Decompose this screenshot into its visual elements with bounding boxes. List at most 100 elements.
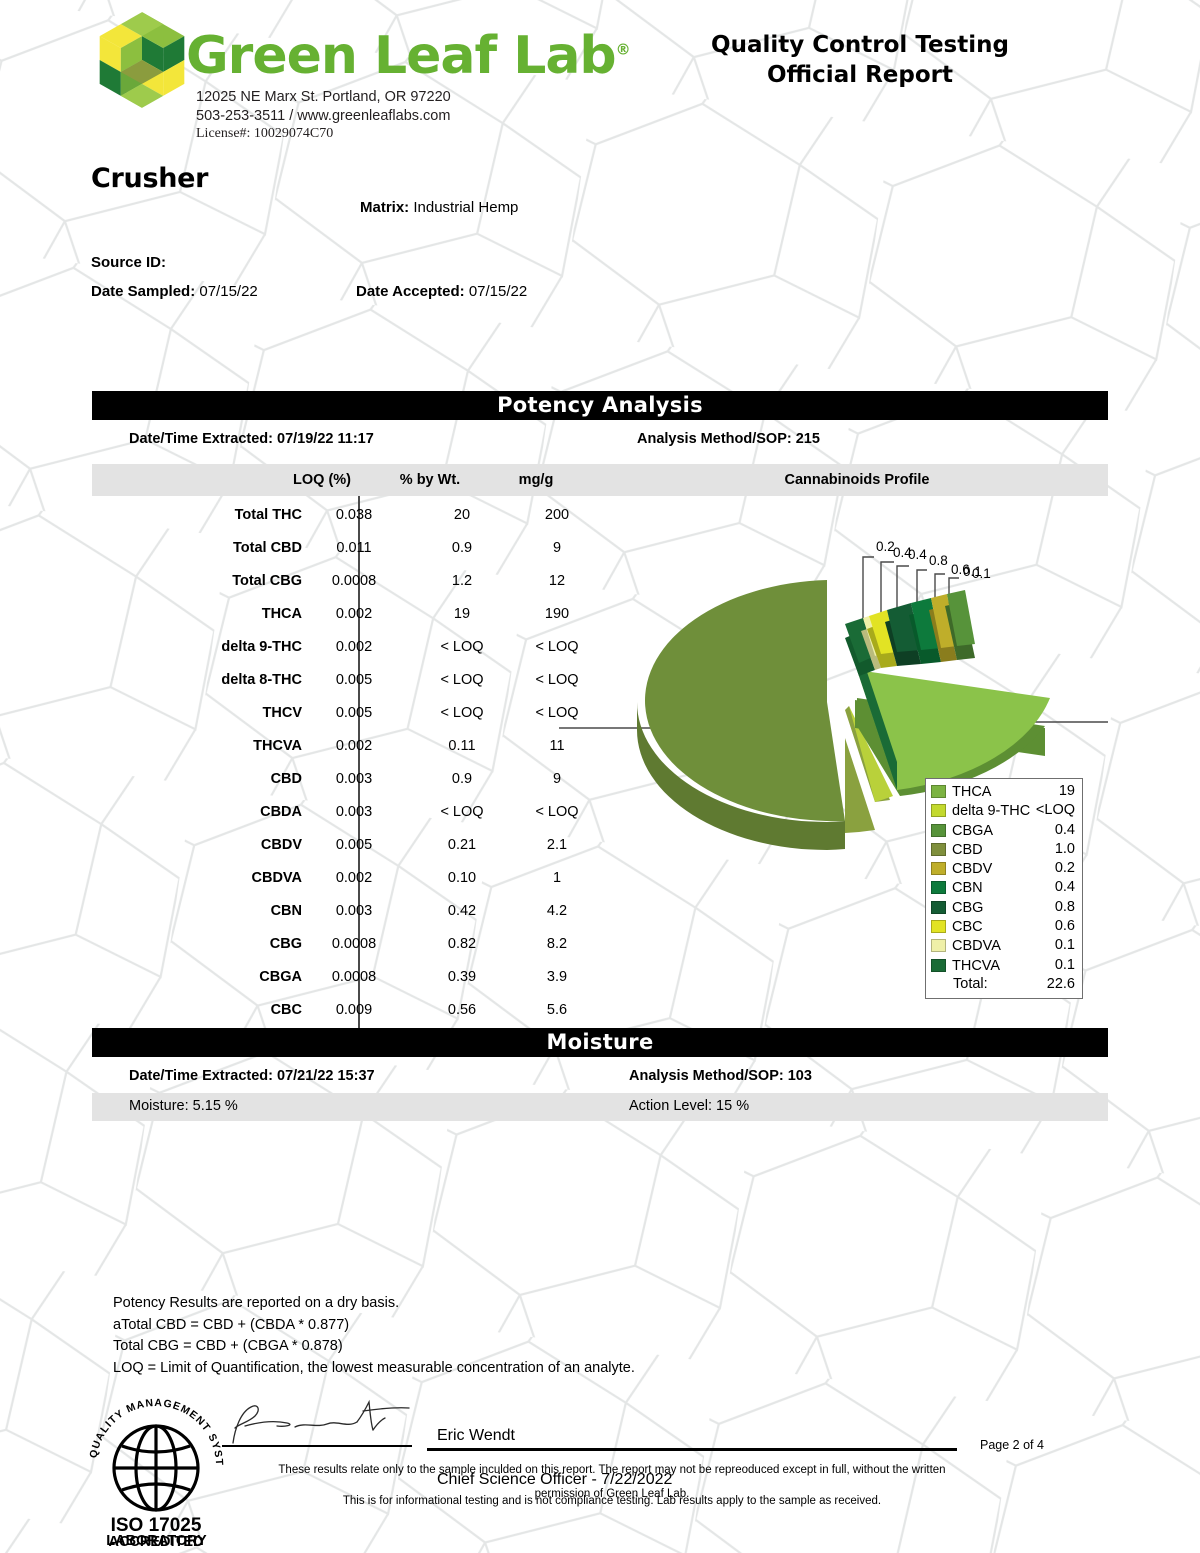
analyte-pct: 0.56 (447, 1002, 477, 1018)
potency-column-header-row: LOQ (%) % by Wt. mg/g Cannabinoids Profi… (92, 464, 1108, 496)
column-header-loq: LOQ (%) (293, 472, 351, 488)
matrix-value: Industrial Hemp (413, 199, 519, 216)
legend-item: THCVA 0.1 (931, 957, 1077, 976)
matrix-field: Matrix: Industrial Hemp (360, 199, 518, 216)
table-row: CBDA 0.003 < LOQ < LOQ (92, 797, 578, 830)
analyte-name: THCA (261, 606, 302, 622)
moisture-value: Moisture: 5.15 % (129, 1098, 238, 1114)
pie-callout-6: 0.1 (972, 566, 991, 581)
analyte-pct: 19 (453, 606, 471, 622)
legend-label: THCA (952, 784, 992, 800)
lab-phone-web: 503-253-3511 / www.greenleaflabs.com (196, 107, 451, 124)
analyte-pct: 0.11 (448, 738, 476, 754)
legend-item: CBGA 0.4 (931, 822, 1077, 841)
potency-method-field: Analysis Method/SOP: 215 (637, 431, 820, 447)
legend-label: THCVA (952, 957, 1001, 974)
legend-total-value: 22.6 (1046, 975, 1075, 992)
analyte-name: CBDA (260, 804, 302, 820)
potency-method-value: 215 (795, 431, 820, 447)
table-row: THCA 0.002 19 190 (92, 599, 569, 632)
pie-callout-3: 0.8 (929, 553, 948, 568)
legend-swatch-icon (931, 842, 946, 856)
potency-extracted-label: Date/Time Extracted: (129, 431, 273, 447)
column-header-pct: % by Wt. (399, 472, 461, 488)
moisture-method-field: Analysis Method/SOP: 103 (629, 1068, 812, 1084)
column-header-profile: Cannabinoids Profile (784, 472, 930, 488)
legend-label: CBDV (952, 861, 993, 878)
analyte-name: Total CBD (232, 540, 302, 556)
table-row: delta 9-THC 0.002 < LOQ < LOQ (92, 632, 578, 665)
analyte-loq: 0.005 (335, 837, 373, 853)
date-sampled-field: Date Sampled: 07/15/22 (91, 283, 258, 300)
legend-value: 0.8 (1054, 898, 1075, 915)
pie-callout-2: 0.4 (908, 547, 927, 562)
analyte-pct: < LOQ (440, 672, 484, 688)
analyte-pct: 0.10 (447, 870, 477, 886)
iso-line3: LABORATORY (106, 1533, 207, 1549)
disclaimer-line1: These results relate only to the sample … (278, 1464, 909, 1476)
analyte-name: CBC (270, 1002, 302, 1018)
report-header: Green Leaf Lab® 12025 NE Marx St. Portla… (0, 0, 1200, 150)
analyte-name: CBGA (259, 969, 302, 985)
analyte-loq: 0.002 (335, 639, 373, 655)
potency-meta-row: Date/Time Extracted: 07/19/22 11:17 Anal… (92, 426, 1108, 454)
moisture-action-level: Action Level: 15 % (629, 1098, 750, 1114)
legend-label: CBC (952, 919, 983, 936)
legend-label: delta 9-THC (952, 803, 1031, 820)
date-accepted-field: Date Accepted: 07/15/22 (356, 283, 527, 300)
potency-results-table: Total THC 0.038 20 200 Total CBD 0.011 0.9 9 Tot… (92, 500, 578, 1028)
legend-label: CBN (952, 880, 983, 897)
legend-value: 0.2 (1054, 860, 1075, 877)
date-accepted-label: Date Accepted: (356, 283, 465, 300)
legend-swatch-icon (931, 862, 946, 876)
legend-item: THCA 19 (931, 783, 1077, 802)
potency-method-label: Analysis Method/SOP: (637, 431, 792, 447)
moisture-extracted-field: Date/Time Extracted: 07/21/22 15:37 (129, 1068, 375, 1084)
analyte-name: delta 8-THC (221, 672, 302, 688)
brand-wordmark: Green Leaf Lab® (186, 26, 631, 86)
page-number: Page 2 of 4 (980, 1438, 1044, 1452)
moisture-method-label: Analysis Method/SOP: (629, 1068, 784, 1084)
analyte-pct: 0.82 (447, 936, 477, 952)
legend-swatch-icon (931, 900, 946, 914)
analyte-pct: 1.2 (451, 573, 473, 589)
legend-value: 19 (1058, 783, 1075, 799)
green-leaf-lab-logo-icon (99, 12, 185, 108)
moisture-method-value: 103 (787, 1068, 812, 1084)
analyte-name: CBN (270, 903, 302, 919)
table-row: Total THC 0.038 20 200 (92, 500, 569, 533)
analyte-pct: 0.9 (451, 771, 473, 787)
legend-value: <LOQ (1035, 802, 1075, 819)
legend-value: 0.6 (1054, 918, 1075, 935)
table-row: CBC 0.009 0.56 5.6 (92, 995, 568, 1028)
analyte-name: CBDVA (251, 870, 302, 886)
potency-extracted-value: 07/19/22 11:17 (277, 431, 374, 447)
moisture-results-row: Moisture: 5.15 % Action Level: 15 % (92, 1093, 1108, 1121)
moisture-banner: Moisture (92, 1028, 1108, 1057)
potency-analysis-banner: Potency Analysis (92, 391, 1108, 420)
analyte-pct: 0.39 (447, 969, 477, 985)
legend-label: CBGA (952, 822, 994, 839)
analyte-name: Total CBG (232, 573, 302, 589)
legend-item: CBDV 0.2 (931, 860, 1077, 879)
legend-item: CBG 0.8 (931, 899, 1077, 918)
iso-accreditation-badge-icon: QUALITY MANAGEMENT SYSTEM ISO 17025 ACCR… (84, 1396, 224, 1548)
analyte-name: Total THC (234, 507, 302, 523)
legend-value: 0.4 (1054, 879, 1075, 896)
table-row: Total CBD 0.011 0.9 9 (92, 533, 562, 566)
moisture-meta-row: Date/Time Extracted: 07/21/22 15:37 Anal… (92, 1063, 1108, 1091)
lab-address: 12025 NE Marx St. Portland, OR 97220 (196, 89, 451, 105)
analyte-loq: 0.0008 (331, 573, 377, 589)
document-title: Quality Control Testing Official Report (620, 30, 1100, 90)
legend-item: CBC 0.6 (931, 918, 1077, 937)
analyte-pct: 20 (453, 507, 471, 523)
analyte-pct: < LOQ (440, 639, 484, 655)
table-row: CBN 0.003 0.42 4.2 (92, 896, 568, 929)
column-header-mgg: mg/g (518, 472, 554, 488)
pie-callout-0: 0.2 (876, 539, 895, 554)
signature-underline (222, 1445, 412, 1447)
analyte-loq: 0.0008 (331, 936, 377, 952)
matrix-label: Matrix: (360, 199, 410, 216)
analyte-name: delta 9-THC (221, 639, 302, 655)
